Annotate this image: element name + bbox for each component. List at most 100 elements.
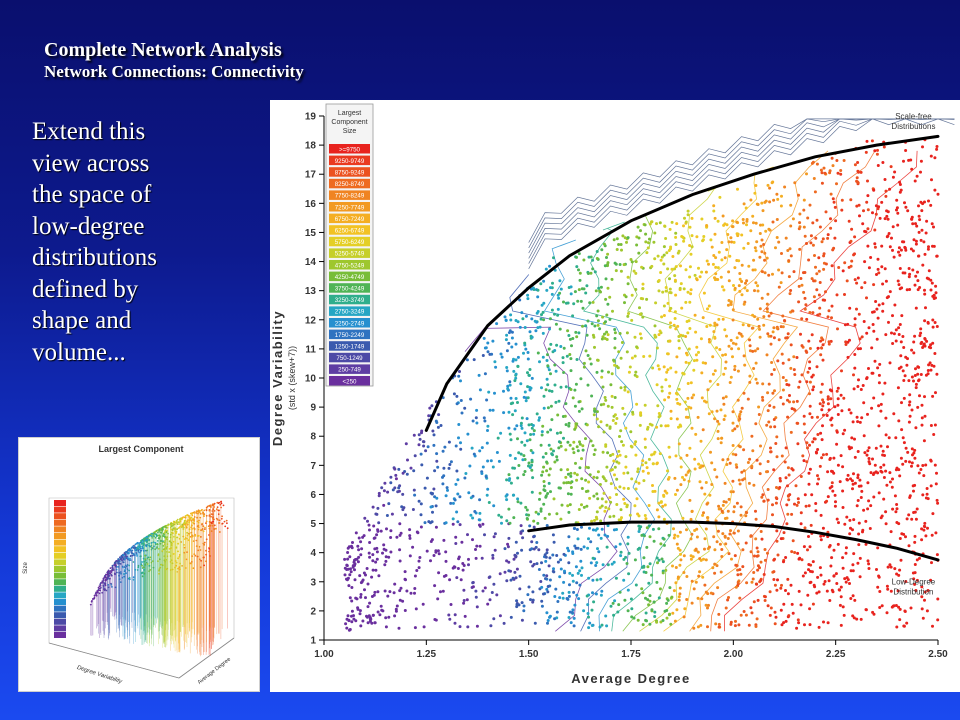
- data-point: [596, 358, 599, 362]
- data-point: [518, 574, 522, 578]
- data-point: [558, 327, 562, 331]
- data-point: [520, 548, 524, 552]
- data-point: [888, 361, 892, 365]
- data-point: [733, 364, 737, 368]
- data-point: [572, 590, 576, 594]
- data-point: [653, 257, 657, 261]
- thumbnail-point: [128, 549, 130, 552]
- data-point: [657, 412, 661, 415]
- data-point: [729, 303, 733, 306]
- data-point: [637, 251, 641, 255]
- data-point: [478, 544, 482, 548]
- data-point: [455, 510, 459, 514]
- data-point: [759, 223, 762, 227]
- data-point: [897, 522, 901, 526]
- data-point: [582, 258, 586, 262]
- data-point: [544, 388, 548, 392]
- data-point: [626, 588, 630, 592]
- data-point: [881, 392, 885, 396]
- data-point: [927, 277, 931, 281]
- legend-swatch: [329, 283, 370, 293]
- data-point: [595, 578, 599, 582]
- data-point: [775, 326, 779, 330]
- thumbnail-point: [138, 542, 140, 545]
- data-point: [715, 564, 719, 568]
- data-point: [856, 450, 860, 453]
- data-point: [769, 342, 773, 346]
- data-point: [805, 441, 809, 445]
- data-point: [666, 352, 670, 356]
- data-point: [531, 451, 535, 455]
- thumbnail-point: [205, 520, 208, 523]
- data-point: [566, 546, 570, 550]
- data-point: [358, 612, 362, 616]
- data-point: [443, 445, 447, 449]
- data-point: [790, 512, 794, 516]
- data-point: [804, 504, 808, 508]
- data-point: [896, 211, 900, 215]
- data-point: [808, 545, 812, 549]
- data-point: [609, 454, 612, 457]
- data-point: [715, 409, 719, 413]
- data-point: [706, 625, 709, 629]
- data-point: [835, 159, 839, 162]
- data-point: [568, 503, 572, 507]
- data-point: [684, 220, 688, 224]
- data-point: [430, 404, 434, 408]
- data-point: [734, 563, 738, 567]
- data-point: [756, 564, 760, 568]
- data-point: [372, 524, 376, 528]
- data-point: [811, 311, 815, 315]
- data-point: [644, 618, 648, 622]
- data-point: [665, 601, 669, 605]
- data-point: [746, 242, 750, 245]
- data-point: [548, 317, 552, 321]
- data-point: [555, 343, 559, 347]
- data-point: [829, 397, 833, 401]
- data-point: [886, 217, 890, 221]
- y-tick-label: 8: [310, 432, 316, 443]
- data-point: [367, 551, 371, 555]
- data-point: [604, 500, 608, 504]
- data-point: [679, 282, 683, 286]
- data-point: [436, 425, 440, 429]
- data-point: [554, 369, 558, 373]
- data-point: [829, 226, 833, 230]
- data-point: [516, 500, 520, 504]
- thumbnail-point: [182, 516, 185, 518]
- data-point: [538, 491, 542, 495]
- data-point: [734, 619, 737, 623]
- data-point: [558, 596, 562, 600]
- thumbnail-point: [225, 519, 228, 522]
- data-point: [799, 603, 803, 607]
- data-point: [377, 491, 381, 495]
- data-point: [389, 475, 393, 479]
- data-point: [883, 381, 887, 385]
- data-point: [902, 346, 906, 349]
- data-point: [729, 529, 732, 533]
- data-point: [803, 271, 807, 274]
- data-point: [393, 614, 397, 618]
- data-point: [639, 411, 643, 415]
- data-point: [923, 395, 926, 399]
- data-point: [905, 288, 909, 292]
- data-point: [444, 559, 448, 563]
- data-point: [898, 183, 902, 186]
- data-point: [725, 223, 729, 227]
- data-point: [562, 436, 565, 440]
- thumbnail-point: [182, 526, 185, 529]
- data-point: [775, 529, 779, 533]
- data-point: [920, 340, 924, 344]
- data-point: [576, 299, 580, 303]
- data-point: [803, 571, 807, 575]
- data-point: [600, 337, 604, 341]
- data-point: [703, 583, 707, 587]
- thumbnail-point: [201, 528, 204, 530]
- data-point: [695, 358, 699, 362]
- thumbnail-point: [220, 517, 223, 520]
- data-point: [672, 589, 676, 593]
- data-point: [487, 501, 491, 504]
- data-point: [899, 354, 903, 358]
- data-point: [772, 405, 776, 409]
- data-point: [712, 535, 716, 539]
